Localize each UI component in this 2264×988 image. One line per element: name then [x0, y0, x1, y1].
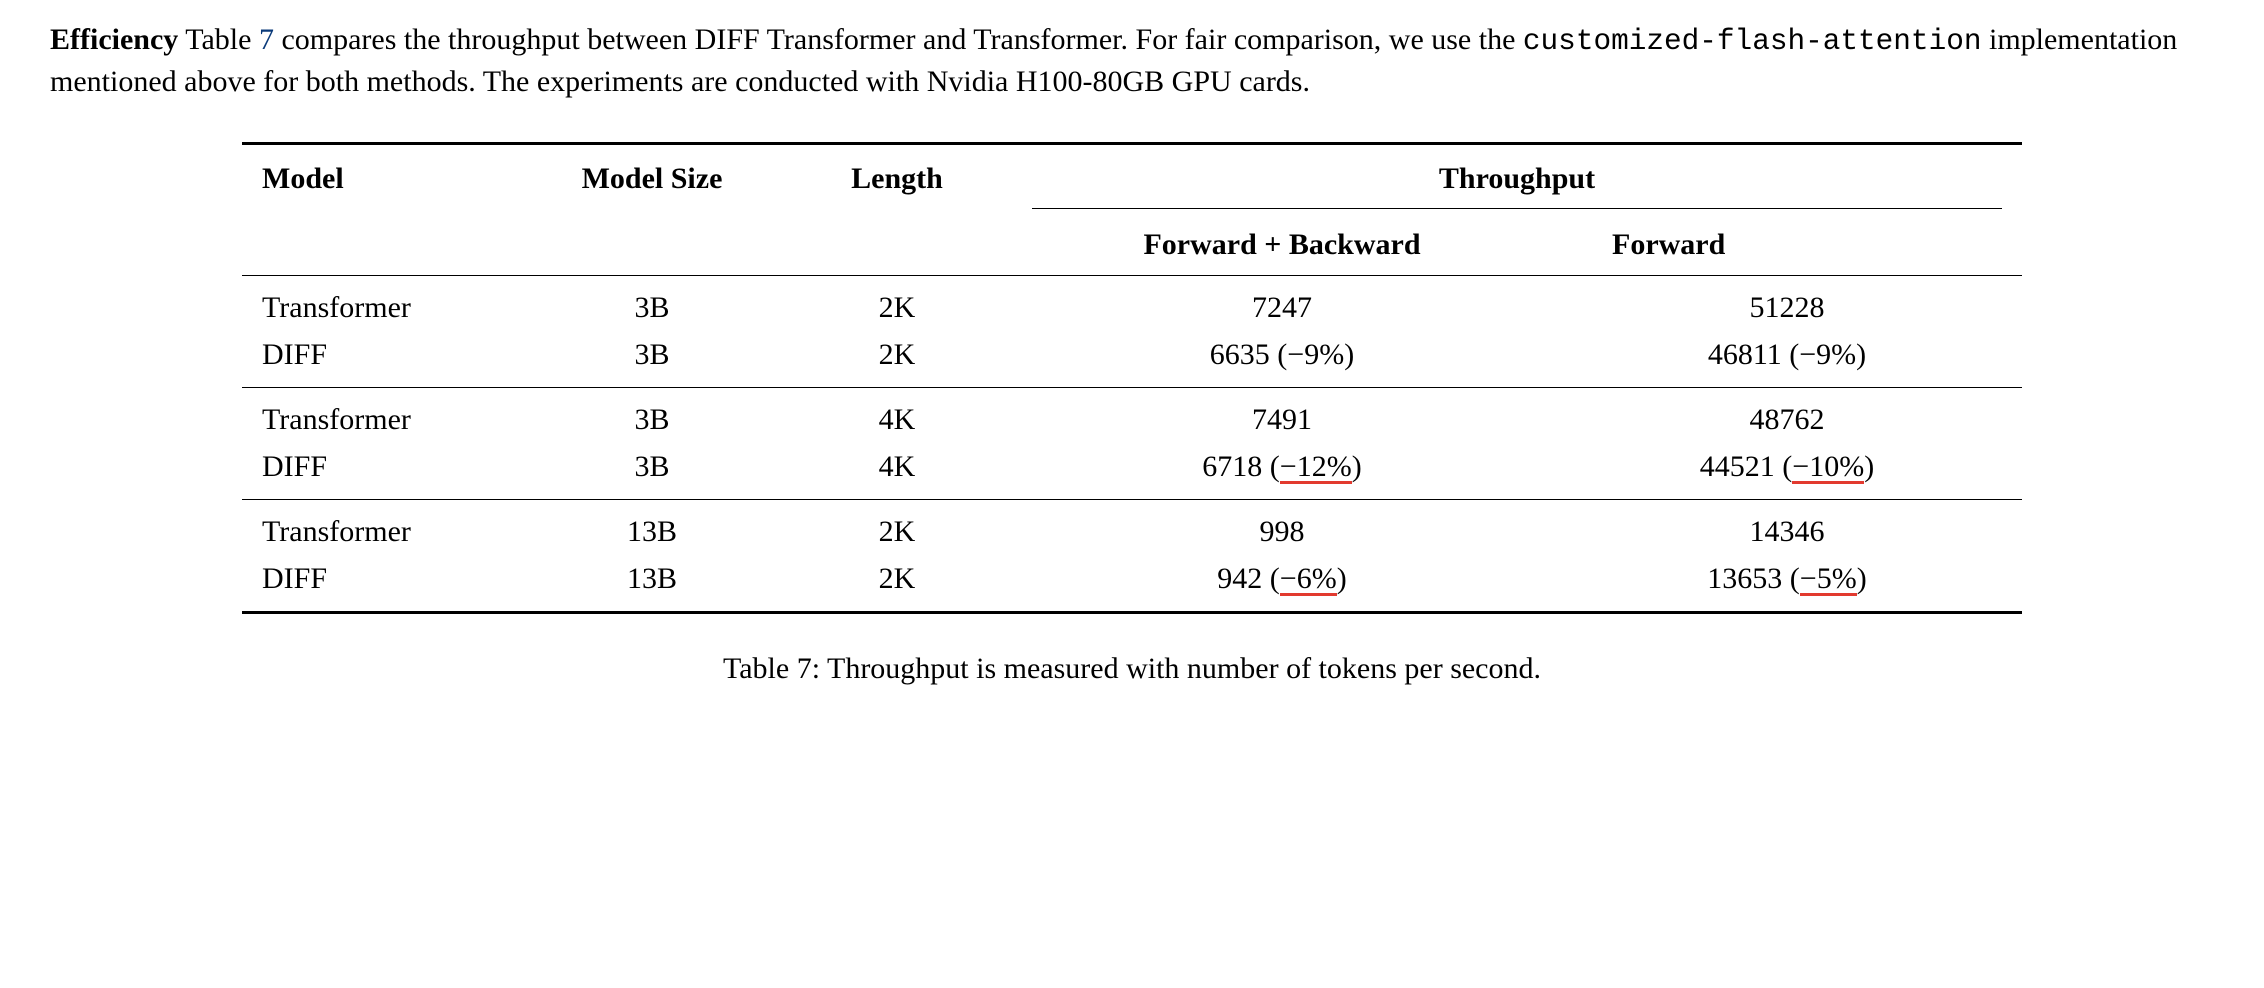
cell-model: Transformer: [242, 500, 522, 556]
cell-fwd: 46811 (−9%): [1552, 332, 2022, 388]
cell-size: 13B: [522, 500, 782, 556]
cell-fwd: 44521 (−10%): [1552, 444, 2022, 500]
table-header-row-1: Model Model Size Length Throughput: [242, 144, 2022, 219]
cell-model: DIFF: [242, 444, 522, 500]
cell-length: 2K: [782, 500, 1012, 556]
cell-size: 3B: [522, 444, 782, 500]
table-row: Transformer 3B 4K 7491 48762: [242, 388, 2022, 444]
cell-fwd: 48762: [1552, 388, 2022, 444]
diff-smallcaps: IFF: [716, 23, 759, 56]
efficiency-paragraph: Efficiency Table 7 compares the throughp…: [50, 20, 2214, 102]
table-caption: Table 7: Throughput is measured with num…: [723, 649, 1541, 690]
cell-length: 2K: [782, 556, 1012, 613]
cell-model: Transformer: [242, 276, 522, 332]
cell-fwd: 13653 (−5%): [1552, 556, 2022, 613]
cell-fwd-bwd: 7491: [1012, 388, 1552, 444]
cell-size: 3B: [522, 388, 782, 444]
cell-length: 2K: [782, 276, 1012, 332]
table-row: Transformer 3B 2K 7247 51228: [242, 276, 2022, 332]
paragraph-heading: Efficiency: [50, 23, 178, 56]
table-row: Transformer 13B 2K 998 14346: [242, 500, 2022, 556]
cell-size: 3B: [522, 332, 782, 388]
col-header-fwd: Forward: [1552, 219, 2022, 276]
cell-length: 2K: [782, 332, 1012, 388]
cell-model: DIFF: [242, 556, 522, 613]
cell-model: Transformer: [242, 388, 522, 444]
paragraph-text-1: Table: [178, 23, 259, 56]
table-reference-link[interactable]: 7: [259, 23, 274, 56]
col-header-throughput: Throughput: [1012, 144, 2022, 219]
cell-fwd-bwd: 6718 (−12%): [1012, 444, 1552, 500]
table-row: DIFF 3B 4K 6718 (−12%) 44521 (−10%): [242, 444, 2022, 500]
col-header-model: Model: [242, 144, 522, 276]
cell-fwd: 51228: [1552, 276, 2022, 332]
cell-length: 4K: [782, 444, 1012, 500]
table-row: DIFF 3B 2K 6635 (−9%) 46811 (−9%): [242, 332, 2022, 388]
col-header-fwd-bwd: Forward + Backward: [1012, 219, 1552, 276]
cell-model: DIFF: [242, 332, 522, 388]
cell-size: 3B: [522, 276, 782, 332]
code-term: customized-flash-attention: [1523, 25, 1982, 58]
cell-size: 13B: [522, 556, 782, 613]
cell-fwd: 14346: [1552, 500, 2022, 556]
throughput-table: Model Model Size Length Throughput Forwa…: [242, 142, 2022, 614]
cell-fwd-bwd: 7247: [1012, 276, 1552, 332]
col-header-length: Length: [782, 144, 1012, 276]
table-7-wrapper: Model Model Size Length Throughput Forwa…: [50, 142, 2214, 690]
paragraph-text-3: Transformer and Transformer. For fair co…: [760, 23, 1523, 56]
col-header-model-size: Model Size: [522, 144, 782, 276]
cell-fwd-bwd: 998: [1012, 500, 1552, 556]
cell-fwd-bwd: 942 (−6%): [1012, 556, 1552, 613]
cell-length: 4K: [782, 388, 1012, 444]
table-row: DIFF 13B 2K 942 (−6%) 13653 (−5%): [242, 556, 2022, 613]
paragraph-text-2: compares the throughput between D: [274, 23, 716, 56]
cell-fwd-bwd: 6635 (−9%): [1012, 332, 1552, 388]
